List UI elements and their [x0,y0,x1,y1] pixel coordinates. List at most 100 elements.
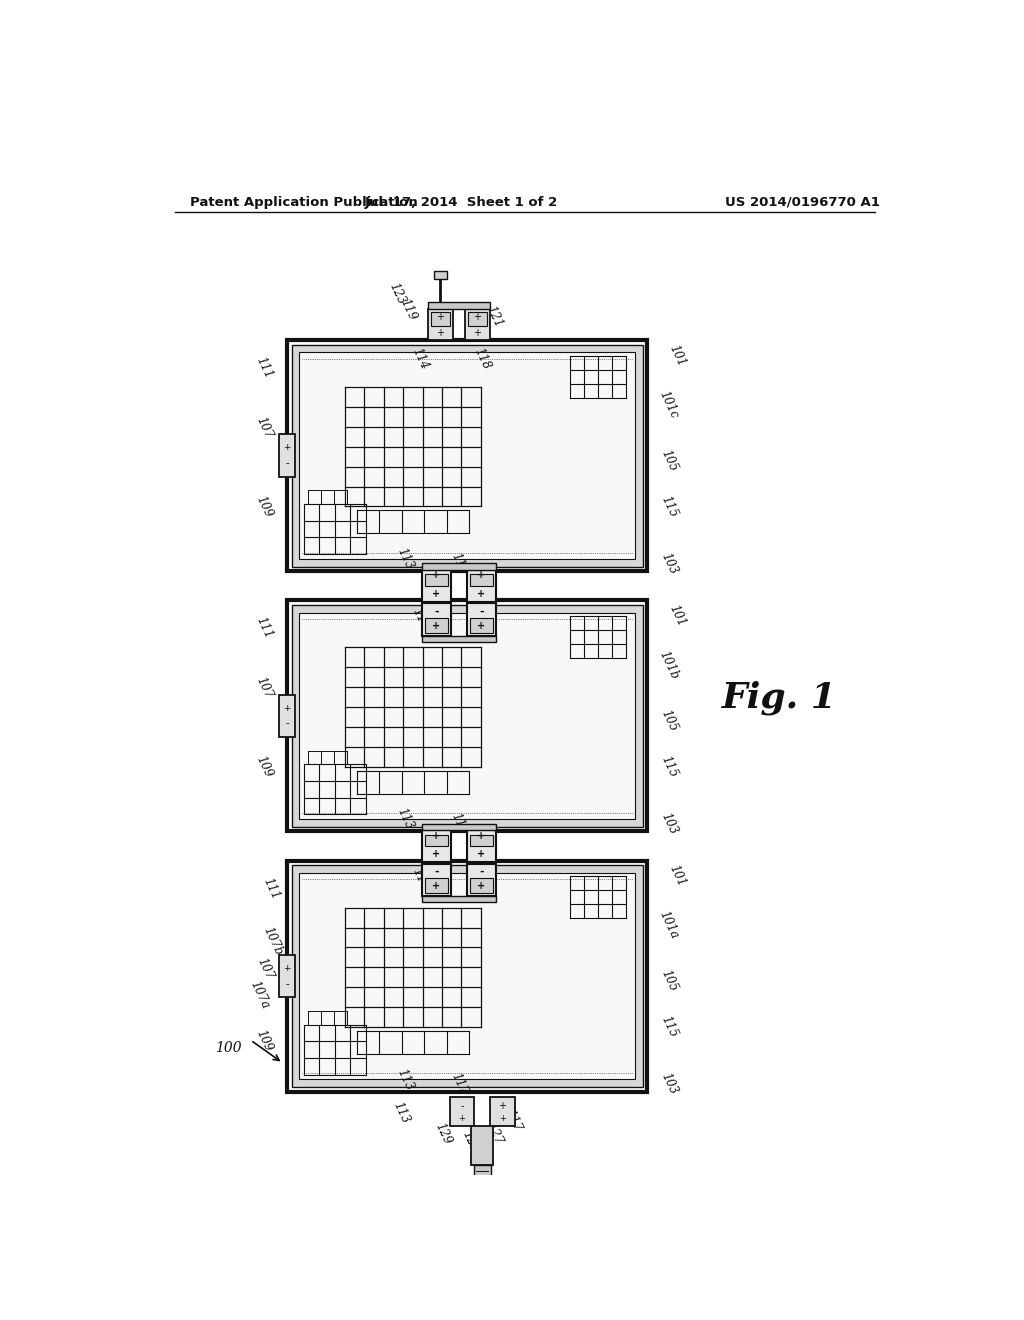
Text: 118: 118 [471,346,493,371]
Text: +: + [459,1114,466,1123]
Text: +: + [473,329,481,338]
Text: -: - [434,607,438,616]
Text: -: - [285,978,289,989]
Text: +: + [432,622,440,631]
Text: +: + [473,312,481,322]
Bar [425,878,449,892]
Text: 118: 118 [471,606,493,632]
Text: 111: 111 [253,615,274,642]
Text: +: + [436,312,444,322]
Text: 125: 125 [460,1129,481,1155]
Text: 129: 129 [433,1121,454,1147]
Bar [467,603,496,636]
Text: 101: 101 [666,343,687,368]
Bar [299,873,635,1080]
Bar [280,954,295,998]
Bar [467,863,496,896]
Text: 107: 107 [253,676,274,701]
Bar [428,302,489,309]
Text: Jul. 17, 2014  Sheet 1 of 2: Jul. 17, 2014 Sheet 1 of 2 [365,195,558,209]
Text: 113: 113 [394,1067,416,1092]
Text: +: + [477,882,485,891]
Text: 119: 119 [398,297,419,322]
Bar [422,863,452,896]
Bar [422,636,496,642]
Text: 121: 121 [483,304,505,330]
Text: 123: 123 [386,281,408,306]
Text: 113: 113 [394,807,416,832]
Bar [470,878,493,892]
Text: +: + [477,622,485,631]
Text: +: + [436,329,444,338]
Text: +: + [499,1101,506,1111]
Bar [425,574,449,586]
Bar [422,896,496,903]
Bar [299,612,635,818]
Text: 113: 113 [394,546,416,572]
Text: 101: 101 [666,863,687,888]
Text: +: + [432,882,440,891]
Text: US 2014/0196770 A1: US 2014/0196770 A1 [725,195,880,209]
Bar [470,834,493,846]
Bar [292,345,643,566]
Bar [470,618,493,632]
Text: Patent Application Publication: Patent Application Publication [190,195,418,209]
Text: Fig. 1: Fig. 1 [722,680,837,714]
Bar [299,352,635,558]
Text: +: + [477,830,485,841]
Text: -: - [434,867,438,876]
Bar [280,434,295,477]
Bar [470,574,493,586]
Text: +: + [432,830,440,841]
Text: +: + [477,589,485,599]
Text: 107a: 107a [248,978,272,1011]
Text: 103: 103 [658,550,680,577]
Text: -: - [479,867,483,876]
Text: -: - [285,718,289,729]
Text: 115: 115 [658,754,680,780]
Bar [428,309,453,341]
Text: 111: 111 [261,875,282,902]
Text: +: + [283,704,291,713]
Text: 101c: 101c [657,389,681,421]
Text: 115: 115 [658,494,680,519]
Text: 107: 107 [255,956,275,982]
Bar [280,694,295,737]
Bar [467,830,496,862]
Text: 118: 118 [471,866,493,892]
Text: -: - [285,458,289,469]
Text: 105: 105 [658,708,680,734]
Text: +: + [432,849,440,859]
Text: 117: 117 [449,810,470,837]
Bar [287,601,647,832]
Text: 105: 105 [658,968,680,994]
Text: 103: 103 [658,810,680,837]
Text: 113: 113 [390,1101,412,1126]
Text: 109: 109 [253,1028,274,1053]
Bar [425,618,449,632]
Text: 101: 101 [666,603,687,628]
Text: +: + [477,570,485,581]
Text: 100: 100 [215,1040,242,1055]
Text: 115: 115 [658,1014,680,1040]
Bar [422,603,452,636]
Bar [468,313,486,326]
Text: 114: 114 [410,866,431,892]
Bar [425,834,449,846]
Bar [292,605,643,826]
Bar [474,1164,490,1192]
Bar [467,570,496,602]
Text: +: + [499,1114,506,1123]
Text: 117: 117 [503,1107,524,1134]
Bar [450,1097,474,1126]
Text: 127: 127 [483,1121,505,1147]
Bar [287,861,647,1092]
Text: +: + [432,589,440,599]
Text: 114: 114 [410,606,431,632]
Text: -: - [460,1101,464,1111]
Bar [422,564,496,570]
Bar [422,824,496,830]
Bar [431,313,450,326]
Text: 107b: 107b [261,925,285,958]
Bar [471,1126,493,1164]
